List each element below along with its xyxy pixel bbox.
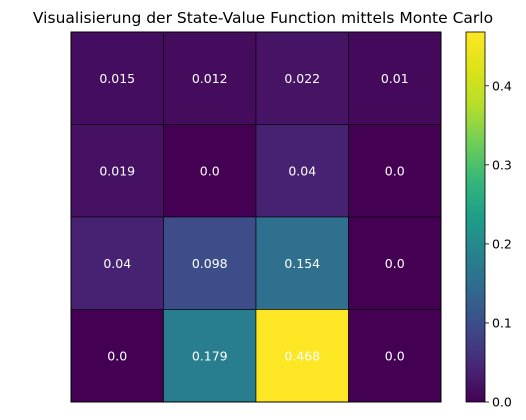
cell-value-label: 0.019 <box>99 163 135 178</box>
cell-value-label: 0.468 <box>284 348 320 363</box>
colorbar-tick-label: 0.0 <box>492 395 512 410</box>
heatmap-cell <box>163 216 257 310</box>
heatmap-cell <box>163 309 257 403</box>
cell-value-label: 0.04 <box>288 163 316 178</box>
cell-value-label: 0.0 <box>107 348 127 363</box>
heatmap-cell <box>163 31 257 125</box>
cell-value-label: 0.0 <box>200 163 220 178</box>
heatmap-cell <box>348 31 442 125</box>
cell-value-label: 0.01 <box>381 71 409 86</box>
heatmap-cell <box>163 124 257 218</box>
heatmap-cell <box>70 309 164 403</box>
cell-value-label: 0.0 <box>385 256 405 271</box>
cell-value-label: 0.022 <box>284 71 320 86</box>
heatmap-cell <box>348 216 442 310</box>
colorbar-tick-label: 0.3 <box>492 157 512 172</box>
cell-value-label: 0.015 <box>99 71 135 86</box>
colorbar-tick-label: 0.2 <box>492 236 512 251</box>
heatmap-cell <box>348 124 442 218</box>
heatmap-cell <box>70 124 164 218</box>
heatmap-cell <box>70 31 164 125</box>
heatmap-cell <box>255 124 349 218</box>
cell-value-label: 0.012 <box>192 71 228 86</box>
cell-value-label: 0.0 <box>385 348 405 363</box>
cell-value-label: 0.154 <box>284 256 320 271</box>
colorbar-ticks: 0.0 0.1 0.2 0.3 0.4 <box>485 78 512 410</box>
colorbar-tick-label: 0.4 <box>492 78 512 93</box>
heatmap-cell <box>348 309 442 403</box>
heatmap-cells: 0.015 0.012 0.022 0.01 0.019 0.0 0.04 0.0 0.04 0.… <box>70 31 442 403</box>
cell-value-label: 0.0 <box>385 163 405 178</box>
chart-title: Visualisierung der State-Value Function … <box>33 9 493 27</box>
plot-frame <box>70 31 442 403</box>
heatmap-cell <box>255 309 349 403</box>
cell-value-label: 0.04 <box>103 256 131 271</box>
cell-value-label: 0.098 <box>192 256 228 271</box>
colorbar <box>465 31 486 403</box>
cell-value-label: 0.179 <box>192 348 228 363</box>
colorbar-tick-label: 0.1 <box>492 315 512 330</box>
